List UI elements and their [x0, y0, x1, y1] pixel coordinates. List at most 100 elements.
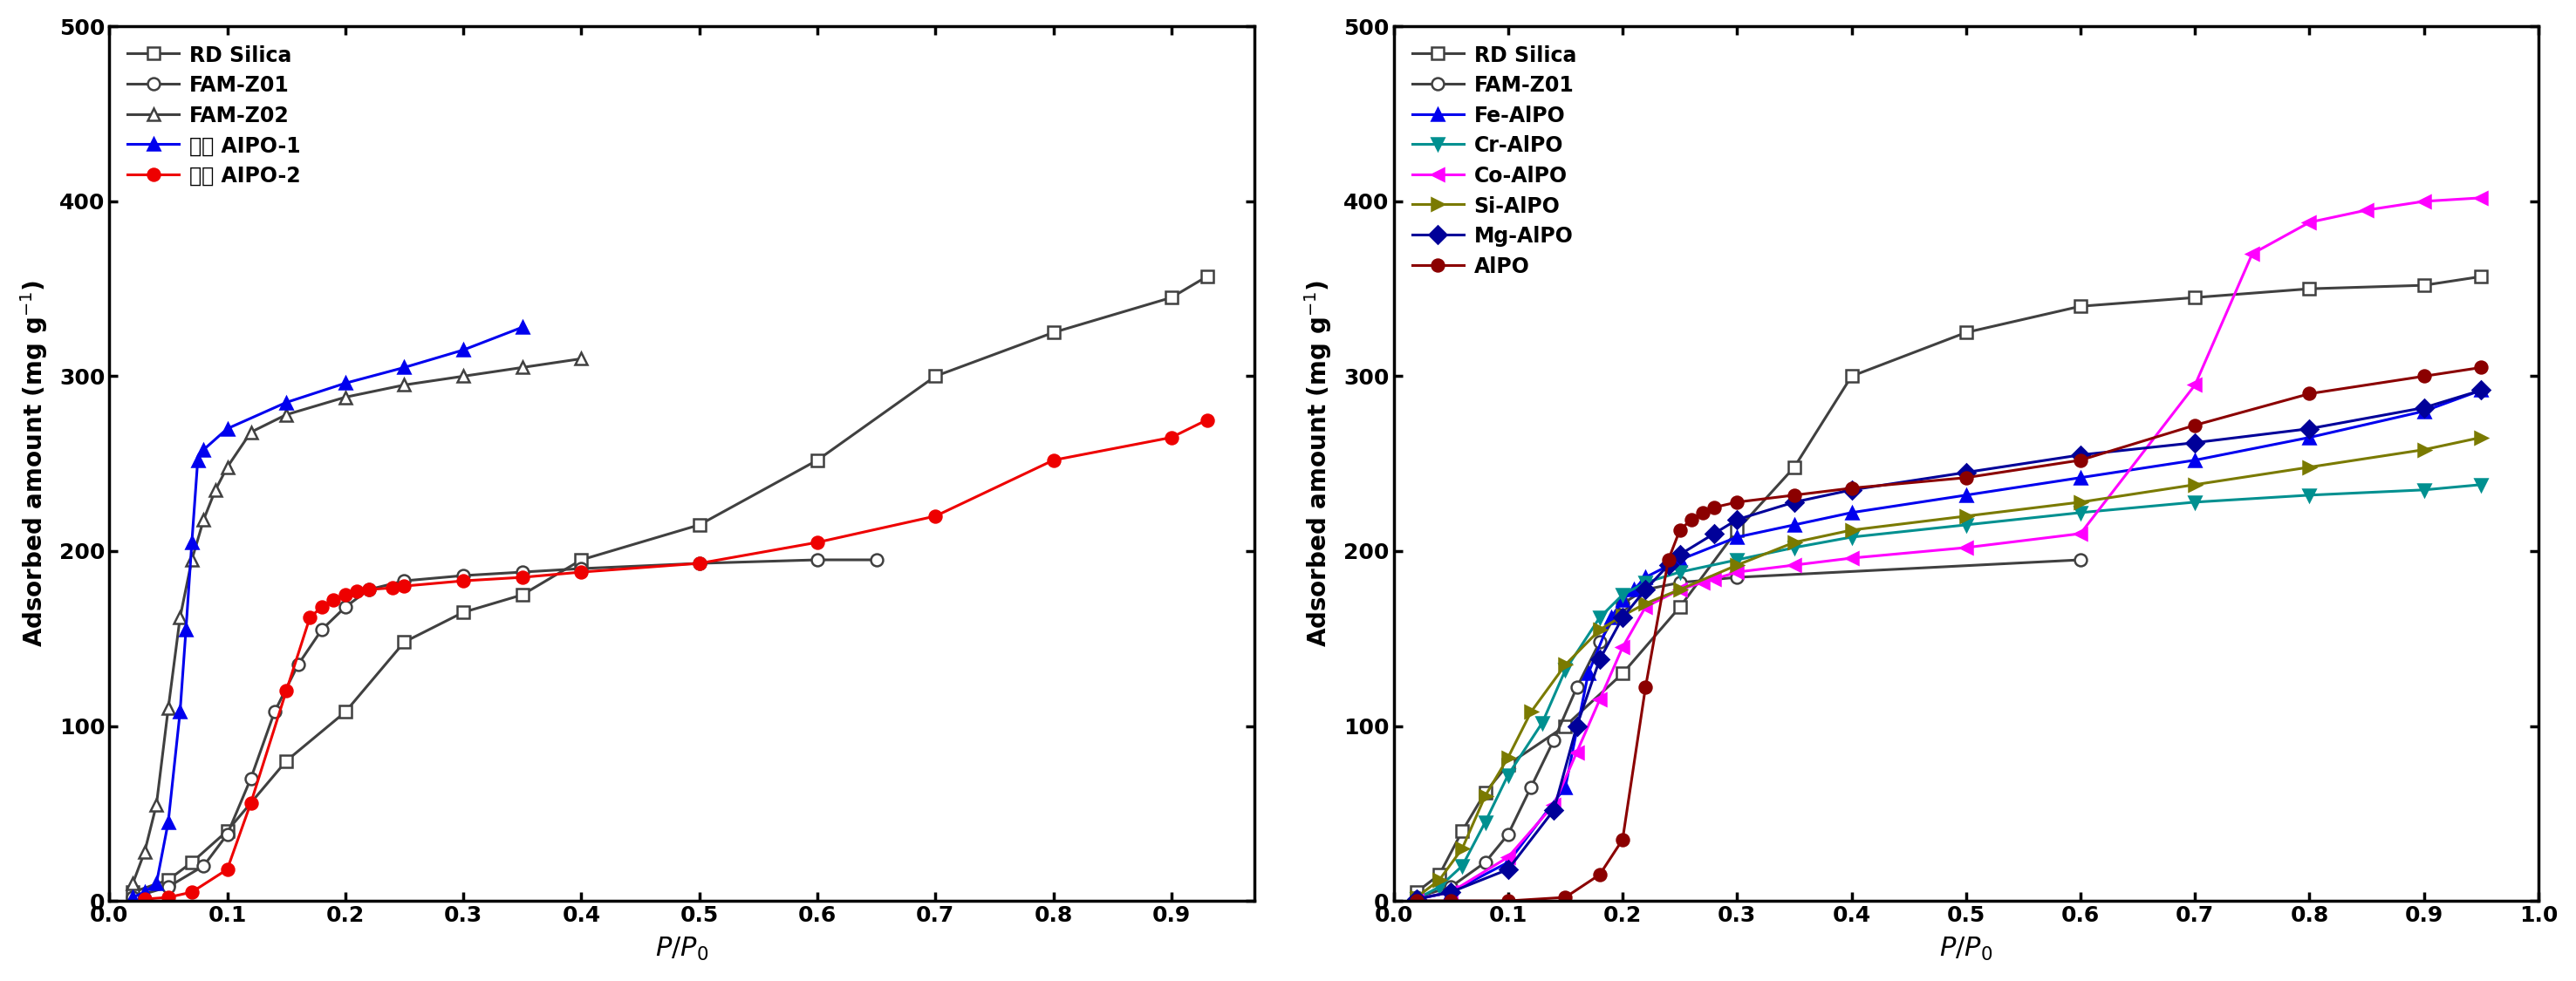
X-axis label: $\mathit{P/P_0}$: $\mathit{P/P_0}$ [1940, 936, 1994, 962]
합성 AIPO-2 [129, 894, 160, 905]
FAM-Z01 [389, 575, 420, 587]
Mg-AlPO [1401, 894, 1432, 905]
Cr-AlPO [1584, 612, 1615, 624]
Mg-AlPO [1561, 720, 1592, 732]
합성 AIPO-2 [376, 582, 407, 594]
RD Silica [507, 589, 538, 600]
FAM-Z01 [801, 554, 832, 566]
FAM-Z01 [188, 860, 219, 872]
Si-AlPO [2295, 461, 2326, 473]
RD Silica [2295, 283, 2326, 294]
Cr-AlPO [1950, 519, 1981, 531]
합성 AIPO-2 [307, 601, 337, 613]
RD Silica [1448, 825, 1479, 837]
합성 AIPO-2 [317, 594, 348, 606]
Fe-AlPO [1618, 584, 1649, 595]
AlPO [1780, 490, 1811, 501]
Co-AlPO [1950, 542, 1981, 553]
합성 AIPO-2 [801, 537, 832, 548]
FAM-Z01 [1664, 577, 1695, 589]
FAM-Z02 [165, 612, 196, 624]
Line: Cr-AlPO: Cr-AlPO [1412, 479, 2488, 905]
Line: Si-AlPO: Si-AlPO [1412, 432, 2488, 904]
합성 AIPO-1 [183, 454, 214, 466]
Si-AlPO [1664, 584, 1695, 595]
Cr-AlPO [2465, 479, 2496, 490]
RD Silica [1425, 869, 1455, 881]
Cr-AlPO [1401, 894, 1432, 905]
Si-AlPO [1721, 559, 1752, 571]
합성 AIPO-1 [211, 423, 242, 435]
합성 AIPO-2 [1038, 454, 1069, 466]
Si-AlPO [1425, 874, 1455, 886]
FAM-Z01 [860, 554, 891, 566]
Fe-AlPO [1551, 781, 1582, 793]
AlPO [1401, 895, 1432, 906]
Mg-AlPO [1435, 886, 1466, 898]
Mg-AlPO [2409, 402, 2439, 414]
Fe-AlPO [1664, 554, 1695, 566]
AlPO [1677, 514, 1708, 526]
Cr-AlPO [2066, 507, 2097, 519]
FAM-Z01 [1584, 636, 1615, 647]
Line: 합성 AIPO-1: 합성 AIPO-1 [126, 321, 528, 904]
RD Silica [2066, 300, 2097, 312]
합성 AIPO-2 [343, 586, 374, 597]
Legend: RD Silica, FAM-Z01, FAM-Z02, 합성 AIPO-1, 합성 AIPO-2: RD Silica, FAM-Z01, FAM-Z02, 합성 AIPO-1, … [118, 36, 309, 195]
Cr-AlPO [1664, 566, 1695, 578]
합성 AIPO-2 [175, 886, 206, 898]
FAM-Z02 [567, 353, 598, 365]
합성 AIPO-1 [142, 877, 173, 889]
Si-AlPO [1584, 624, 1615, 636]
Si-AlPO [1950, 510, 1981, 522]
AlPO [1698, 501, 1728, 513]
Si-AlPO [2465, 432, 2496, 443]
FAM-Z02 [201, 484, 232, 495]
Mg-AlPO [1837, 484, 1868, 495]
합성 AIPO-1 [507, 322, 538, 334]
Cr-AlPO [1448, 860, 1479, 872]
Mg-AlPO [2066, 449, 2097, 461]
FAM-Z02 [270, 409, 301, 421]
Fe-AlPO [2066, 472, 2097, 484]
Co-AlPO [1698, 573, 1728, 585]
AlPO [1435, 895, 1466, 906]
합성 AIPO-2 [330, 589, 361, 600]
RD Silica [1780, 461, 1811, 473]
FAM-Z02 [330, 391, 361, 403]
Mg-AlPO [2179, 437, 2210, 448]
RD Silica [2465, 271, 2496, 283]
FAM-Z01 [1435, 881, 1466, 893]
Mg-AlPO [1584, 653, 1615, 665]
Co-AlPO [1664, 584, 1695, 595]
합성 AIPO-1 [152, 816, 183, 828]
합성 AIPO-2 [294, 612, 325, 624]
Fe-AlPO [1435, 886, 1466, 898]
Mg-AlPO [1631, 584, 1662, 595]
FAM-Z01 [118, 892, 149, 904]
AlPO [1654, 554, 1685, 566]
AlPO [1687, 507, 1718, 519]
Co-AlPO [2066, 528, 2097, 540]
FAM-Z01 [1538, 734, 1569, 746]
합성 AIPO-1 [188, 443, 219, 455]
RD Silica [1157, 291, 1188, 303]
Co-AlPO [1687, 577, 1718, 589]
FAM-Z01 [152, 881, 183, 893]
합성 AIPO-2 [389, 580, 420, 592]
AlPO [2179, 419, 2210, 431]
FAM-Z01 [1721, 572, 1752, 584]
FAM-Z02 [129, 846, 160, 857]
FAM-Z02 [507, 362, 538, 374]
RD Silica [1401, 886, 1432, 898]
Fe-AlPO [1721, 532, 1752, 543]
Fe-AlPO [1401, 894, 1432, 905]
Line: Co-AlPO: Co-AlPO [1412, 191, 2488, 905]
AlPO [2409, 371, 2439, 383]
Cr-AlPO [1528, 716, 1558, 728]
AlPO [1837, 483, 1868, 494]
FAM-Z02 [152, 702, 183, 714]
Line: FAM-Z02: FAM-Z02 [126, 353, 587, 890]
합성 AIPO-1 [170, 624, 201, 636]
합성 AIPO-2 [567, 566, 598, 578]
